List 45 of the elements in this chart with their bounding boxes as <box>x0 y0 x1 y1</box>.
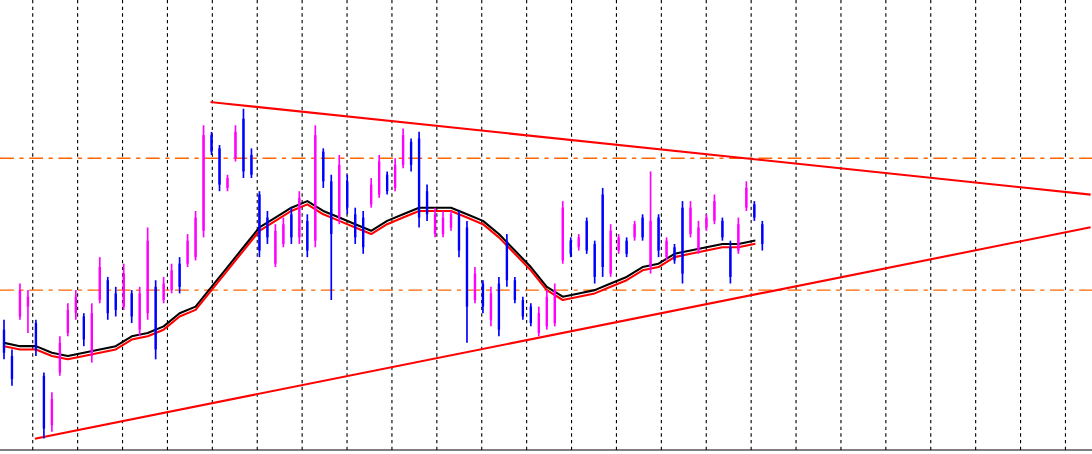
candlestick <box>689 200 692 239</box>
candlestick <box>697 220 700 255</box>
candlestick <box>306 213 309 258</box>
candlestick <box>282 216 285 249</box>
candlestick <box>258 190 261 258</box>
candlestick <box>218 144 221 193</box>
candlestick <box>713 193 716 226</box>
candlestick <box>593 239 596 285</box>
candlestick <box>186 233 189 268</box>
candlestick <box>250 147 253 179</box>
candlestick <box>178 256 181 295</box>
candlestick <box>298 190 301 245</box>
candlestick <box>274 223 277 268</box>
candlestick <box>753 200 756 222</box>
candlestick <box>314 124 317 249</box>
candlestick <box>745 180 748 212</box>
candlestick <box>234 124 237 163</box>
candlestick <box>641 213 644 242</box>
candlestick <box>681 200 684 285</box>
candlestick <box>226 173 229 193</box>
candlestick <box>154 279 157 361</box>
candlestick <box>601 187 604 278</box>
candlestick <box>266 210 269 245</box>
candlestick <box>761 220 764 252</box>
candlestick <box>162 276 165 305</box>
candlestick <box>657 213 660 258</box>
candlestick <box>729 239 732 285</box>
candlestick <box>665 236 668 262</box>
candlestick <box>673 243 676 265</box>
candlestick <box>210 131 213 156</box>
candlestick <box>138 285 141 338</box>
candlestick <box>290 206 293 245</box>
candlestick <box>737 216 740 255</box>
candlestick <box>609 223 612 278</box>
candlestick <box>721 216 724 242</box>
candlestick <box>649 170 652 275</box>
candlestick <box>242 107 245 179</box>
candlestick <box>146 226 149 321</box>
candlestick <box>617 233 620 255</box>
candlestick <box>170 262 173 295</box>
candlestick <box>194 210 197 262</box>
candlestick <box>202 124 205 239</box>
candlestick <box>625 236 628 258</box>
candlestick <box>705 213 708 232</box>
candlestick <box>633 220 636 242</box>
